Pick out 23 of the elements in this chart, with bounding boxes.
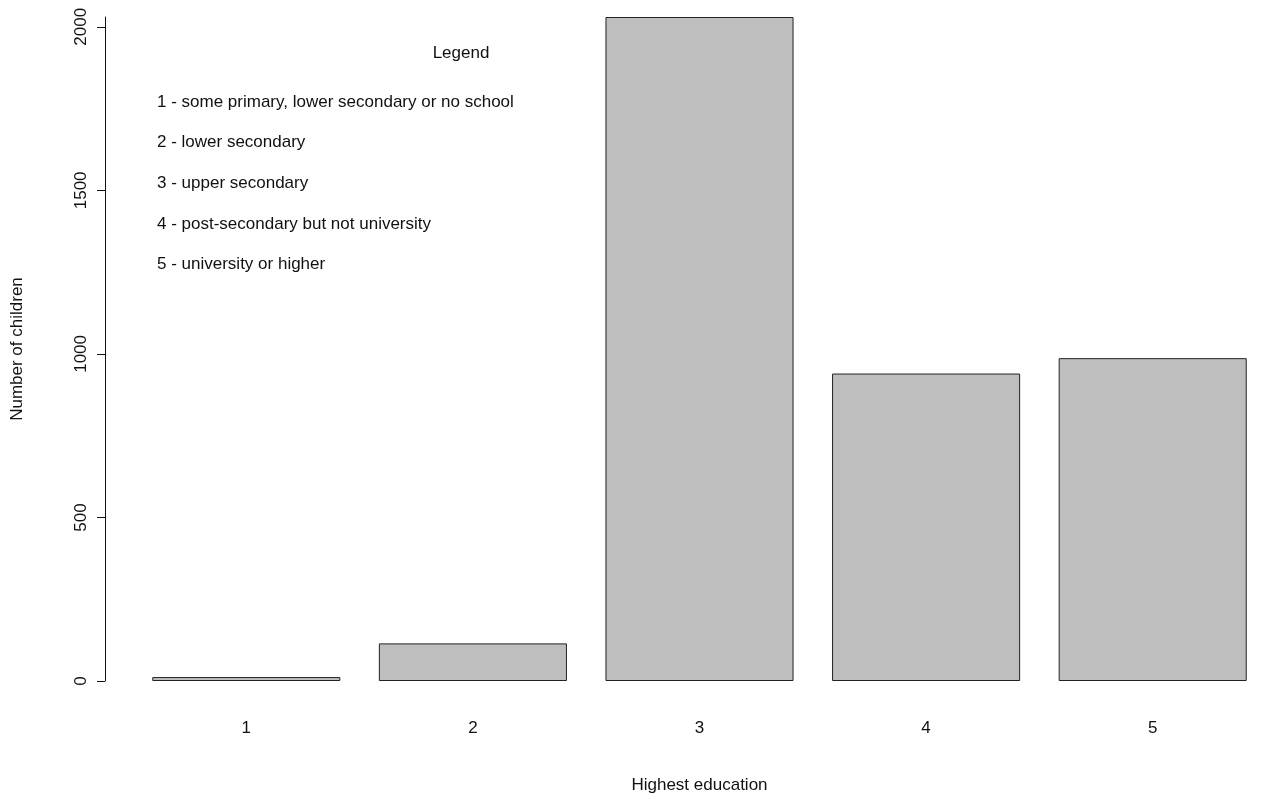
- bar: [1058, 358, 1247, 681]
- annotation: 1 - some primary, lower secondary or no school: [157, 91, 514, 111]
- bar: [378, 643, 567, 681]
- x-tick-label: 1: [241, 718, 252, 737]
- y-tick-label: 500: [71, 503, 90, 532]
- x-tick-label: 4: [921, 718, 931, 737]
- bar: [152, 677, 341, 681]
- bar: [832, 373, 1021, 681]
- y-tick-label: 1000: [71, 334, 90, 373]
- x-tick-label: 3: [694, 718, 705, 737]
- annotation: 4 - post-secondary but not university: [157, 213, 432, 233]
- y-tick-label: 0: [71, 676, 90, 686]
- y-axis-title: Number of children: [7, 277, 26, 421]
- x-tick-label: 2: [468, 718, 478, 737]
- y-tick-label: 1500: [71, 171, 90, 210]
- bar: [605, 17, 794, 681]
- y-tick-label: 2000: [71, 7, 90, 46]
- annotation: 2 - lower secondary: [157, 132, 306, 152]
- x-tick-label: 5: [1147, 718, 1158, 737]
- annotation: 3 - upper secondary: [157, 172, 309, 192]
- x-axis-title: Highest education: [631, 775, 768, 794]
- annotation: 5 - university or higher: [157, 254, 326, 274]
- annotation: Legend: [432, 42, 490, 62]
